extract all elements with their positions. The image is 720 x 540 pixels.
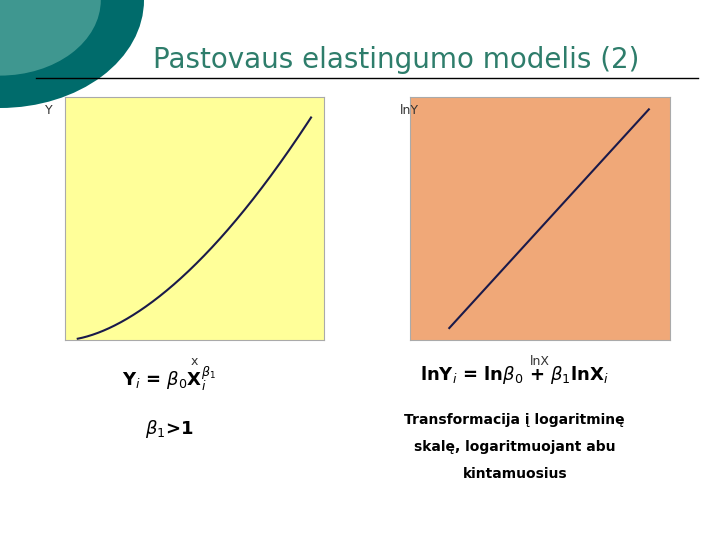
Text: Pastovaus elastingumo modelis (2): Pastovaus elastingumo modelis (2): [153, 46, 639, 74]
Text: x: x: [191, 355, 198, 368]
Text: Y$_i$ = $\beta_0$X$_i^{\beta_1}$: Y$_i$ = $\beta_0$X$_i^{\beta_1}$: [122, 364, 216, 394]
Text: lnX: lnX: [530, 355, 550, 368]
Text: skalę, logaritmuojant abu: skalę, logaritmuojant abu: [414, 440, 616, 454]
Text: lnY: lnY: [400, 105, 419, 118]
Text: Y: Y: [45, 105, 53, 118]
Text: $\beta_1$>1: $\beta_1$>1: [145, 418, 194, 441]
Text: lnY$_i$ = ln$\beta_0$ + $\beta_1$lnX$_i$: lnY$_i$ = ln$\beta_0$ + $\beta_1$lnX$_i$: [420, 364, 609, 387]
Text: kintamuosius: kintamuosius: [462, 467, 567, 481]
Text: Transformacija į logaritminę: Transformacija į logaritminę: [405, 413, 625, 427]
